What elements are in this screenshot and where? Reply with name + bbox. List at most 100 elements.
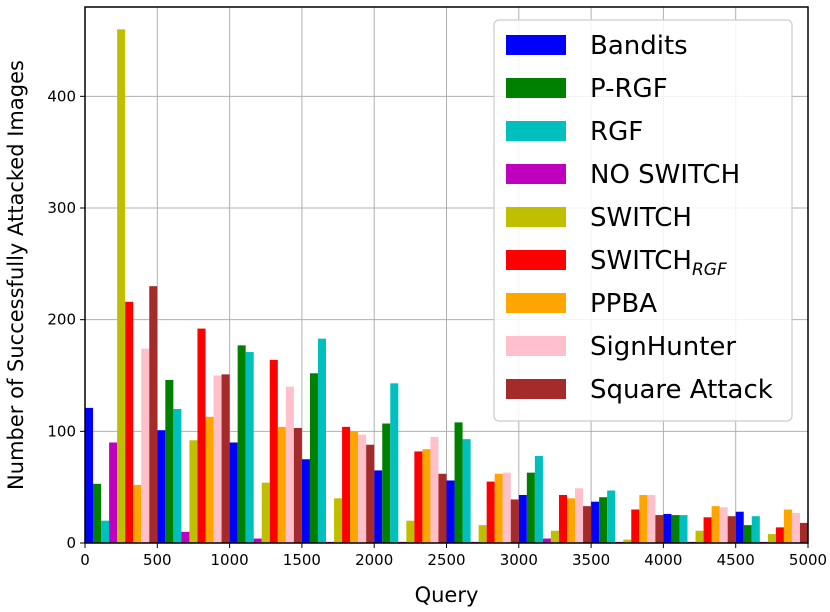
bar <box>510 499 519 543</box>
bar <box>542 538 551 543</box>
bar <box>261 482 270 543</box>
bar <box>205 416 214 543</box>
legend-swatch <box>506 121 566 141</box>
x-tick-label: 2500 <box>427 551 465 569</box>
bar <box>703 517 712 543</box>
bar <box>366 444 375 543</box>
bar <box>671 515 680 543</box>
legend-label: P-RGF <box>590 74 668 104</box>
x-tick-label: 500 <box>143 551 172 569</box>
bar <box>526 472 535 543</box>
legend-swatch <box>506 78 566 98</box>
bar <box>382 423 391 543</box>
legend: Bandits P-RGF RGF NO SWITCH SWITCH SWITCHRGF P… <box>493 19 793 422</box>
x-tick-label: 4000 <box>644 551 682 569</box>
bar <box>454 422 463 543</box>
bar <box>245 352 254 543</box>
bar <box>430 436 439 543</box>
bar <box>486 481 495 543</box>
bar <box>478 525 487 543</box>
bar <box>719 507 728 543</box>
bar <box>189 440 198 543</box>
bar <box>783 509 792 543</box>
x-tick-label: 3000 <box>500 551 538 569</box>
bar <box>462 439 471 543</box>
bar <box>277 426 286 543</box>
bar <box>518 494 527 543</box>
legend-label: NO SWITCH <box>590 160 740 190</box>
bar <box>446 480 455 543</box>
x-tick-label: 1000 <box>211 551 249 569</box>
bar <box>229 442 238 543</box>
legend-label: SWITCHRGF <box>590 246 727 280</box>
bar <box>735 511 744 543</box>
bar <box>85 407 94 543</box>
legend-label: Square Attack <box>590 375 773 405</box>
bar <box>663 513 672 543</box>
bar <box>727 516 736 543</box>
bar <box>751 516 760 543</box>
bar <box>269 359 278 543</box>
legend-swatch <box>506 250 566 270</box>
x-tick-label: 0 <box>80 551 90 569</box>
legend-label: SWITCH <box>590 203 692 233</box>
bar <box>334 498 343 543</box>
bar <box>767 534 776 543</box>
legend-swatch <box>506 207 566 227</box>
bar <box>317 338 326 543</box>
y-tick-label: 100 <box>47 422 76 440</box>
bar <box>237 345 246 543</box>
x-tick-label: 4500 <box>717 551 755 569</box>
bar <box>213 375 222 543</box>
x-tick-label: 3500 <box>572 551 610 569</box>
bar <box>221 374 230 543</box>
bar <box>799 522 808 543</box>
bar <box>390 383 399 543</box>
bar <box>181 531 190 543</box>
bar <box>711 506 720 543</box>
bar <box>695 530 704 543</box>
bar <box>342 426 351 543</box>
bar <box>631 509 640 543</box>
bar <box>422 449 431 543</box>
bar <box>558 494 567 543</box>
bars <box>85 29 808 544</box>
bar <box>293 427 302 543</box>
bar <box>623 539 632 543</box>
bar <box>599 497 608 543</box>
bar <box>350 431 359 543</box>
bar <box>285 386 294 543</box>
bar <box>494 473 503 543</box>
bar <box>101 520 110 543</box>
y-tick-label: 400 <box>47 87 76 105</box>
x-axis-label: Query <box>415 583 479 607</box>
bar <box>502 472 511 543</box>
bar <box>534 455 543 543</box>
bar <box>173 409 182 543</box>
legend-box <box>493 19 793 422</box>
bar <box>655 515 664 543</box>
bar <box>639 494 648 543</box>
x-tick-label: 2000 <box>355 551 393 569</box>
bar <box>301 459 310 543</box>
x-tick-label: 5000 <box>789 551 827 569</box>
bar <box>591 501 600 543</box>
legend-label: PPBA <box>590 289 657 319</box>
bar <box>743 525 752 543</box>
bar <box>93 483 102 543</box>
bar <box>583 506 592 543</box>
bar <box>141 348 150 543</box>
bar <box>438 473 447 543</box>
legend-swatch <box>506 35 566 55</box>
bar <box>125 301 134 543</box>
bar <box>607 490 616 543</box>
bar <box>775 527 784 543</box>
x-tick-label: 1500 <box>283 551 321 569</box>
legend-label: RGF <box>590 117 643 147</box>
y-tick-label: 0 <box>66 534 76 552</box>
y-axis-label: Number of Successfully Attacked Images <box>4 60 28 490</box>
legend-swatch <box>506 293 566 313</box>
bar <box>791 512 800 543</box>
bar <box>414 451 423 543</box>
